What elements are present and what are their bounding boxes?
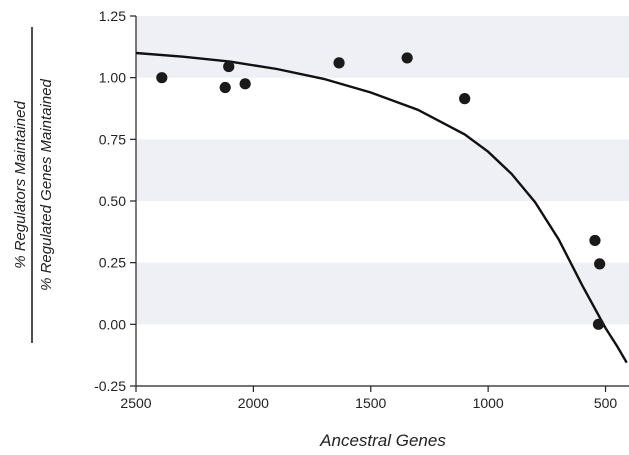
data-point (592, 318, 605, 330)
grid-band (136, 262, 629, 325)
data-point (589, 234, 601, 247)
y-tick-label: -0.25 (94, 378, 126, 394)
data-point (594, 258, 606, 270)
data-point (459, 93, 471, 105)
fit-curve-layer (135, 51, 628, 364)
x-tick-label: 2000 (238, 395, 269, 411)
y-tick-label: 1.00 (99, 70, 126, 86)
y-axis-title: % Regulators Maintained % Regulated Gene… (12, 27, 55, 343)
y-tick-label: 0.75 (99, 131, 126, 147)
y-axis-title-denominator: % Regulated Genes Maintained (38, 78, 55, 290)
data-point (333, 57, 345, 69)
y-ticks: -0.25 0.00 0.25 0.50 0.75 1.00 1.25 (94, 8, 136, 394)
fit-curve (135, 51, 628, 364)
y-tick-label: 1.25 (99, 8, 126, 24)
x-axis-title: Ancestral Genes (319, 431, 446, 450)
y-tick-label: 0.50 (99, 193, 126, 209)
data-point (239, 78, 251, 90)
grid-band (136, 139, 629, 201)
data-point (156, 72, 168, 84)
data-point (223, 60, 235, 73)
x-tick-label: 500 (594, 395, 618, 411)
grid-band (136, 16, 629, 78)
data-point (401, 52, 413, 64)
x-tick-label: 1000 (473, 395, 504, 411)
data-point (219, 81, 231, 94)
y-axis-title-numerator: % Regulators Maintained (12, 101, 29, 269)
data-points (156, 52, 606, 330)
x-tick-label: 1500 (355, 395, 386, 411)
grid-bands (136, 16, 629, 325)
x-tick-label: 2500 (120, 395, 151, 411)
x-ticks: 2500 2000 1500 1000 500 (120, 386, 617, 411)
y-tick-label: 0.25 (99, 255, 126, 271)
y-tick-label: 0.00 (99, 316, 126, 332)
